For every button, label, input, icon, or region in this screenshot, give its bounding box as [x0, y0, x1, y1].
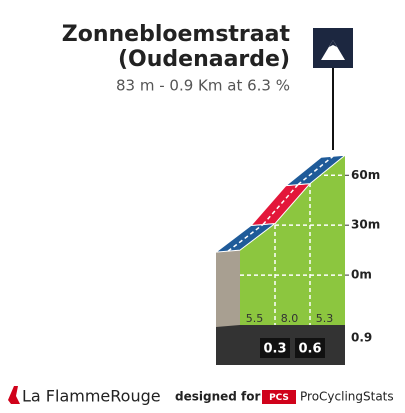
y-tick-label: 0m: [351, 268, 372, 282]
x-tick-box: [295, 338, 325, 358]
brand: La FlammeRouge: [22, 387, 161, 406]
stripe-center: [297, 155, 334, 186]
chart-title: Zonnebloemstraat: [62, 22, 291, 47]
y-tick-label: 60m: [351, 168, 380, 182]
stripe-center: [227, 223, 264, 252]
pcs: PCS: [269, 393, 289, 403]
gradient-label: 5.3: [316, 312, 334, 325]
pcs-badge: [262, 390, 296, 404]
mountain-icon: [321, 40, 345, 60]
gradient-label: 8.0: [281, 312, 299, 325]
x-tick-label: 0.3: [263, 342, 286, 357]
x-tick-box: [260, 338, 290, 358]
x-tick-label: 0.9: [351, 331, 372, 345]
designed-for: designed for: [175, 390, 260, 404]
stripe-center: [262, 184, 299, 226]
profile-segment: [310, 155, 345, 325]
mountain-snow: [329, 40, 337, 47]
brand-icon: [8, 386, 20, 404]
x-tick-label: 0.6: [298, 342, 321, 357]
chart-subtitle: 83 m - 0.9 Km at 6.3 %: [116, 77, 290, 95]
chart-title-line2: (Oudenaarde): [118, 47, 290, 72]
site: ProCyclingStats: [300, 390, 394, 404]
profile-segment: [240, 223, 275, 325]
profile-segment: [275, 183, 310, 325]
gradient-label: 5.5: [246, 312, 264, 325]
y-tick-label: 30m: [351, 218, 380, 232]
